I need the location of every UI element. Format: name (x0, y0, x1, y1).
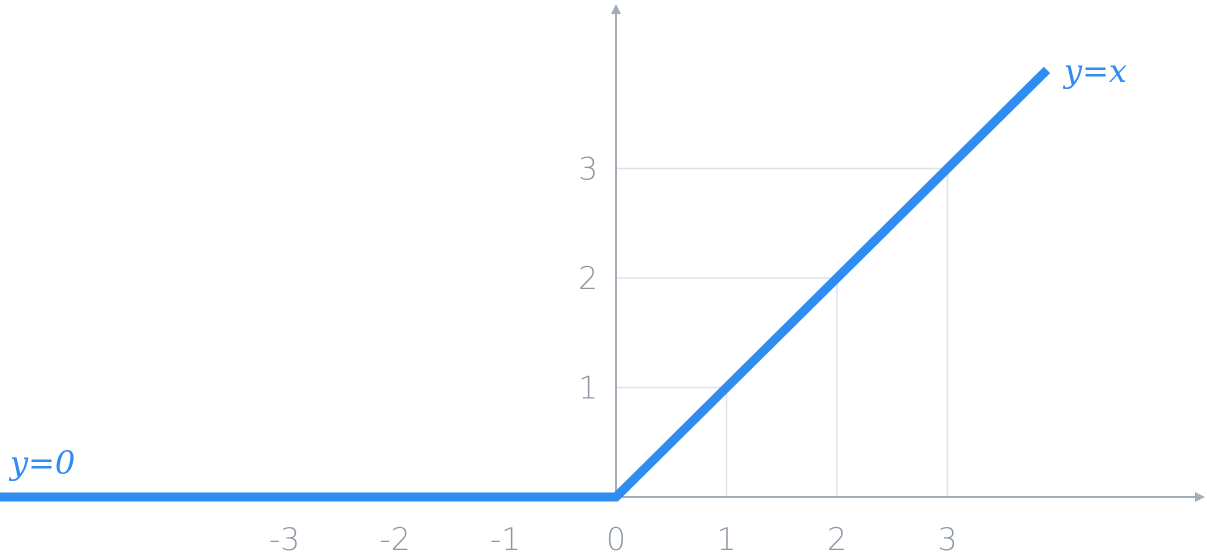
annotations: y=0 y=x (8, 52, 1127, 482)
x-tick-label: 3 (938, 522, 958, 558)
x-tick-label: 0 (606, 522, 626, 558)
line-annotation: y=x (1062, 52, 1127, 90)
series (0, 66, 1051, 502)
x-tick-label: -3 (269, 522, 300, 558)
line-annotation: y=0 (8, 444, 75, 482)
axes (0, 4, 1205, 502)
x-tick-label: -1 (490, 522, 521, 558)
guide-lines (616, 167, 949, 497)
tick-labels: -3 -2 -1 0 1 2 3 1 2 3 (269, 152, 957, 559)
y-tick-label: 1 (578, 371, 598, 407)
x-tick-label: 2 (827, 522, 847, 558)
x-tick-label: -2 (380, 522, 411, 558)
relu-series-line (0, 66, 1051, 502)
y-tick-label: 3 (578, 152, 598, 188)
x-tick-label: 1 (717, 522, 737, 558)
y-tick-label: 2 (578, 261, 598, 297)
